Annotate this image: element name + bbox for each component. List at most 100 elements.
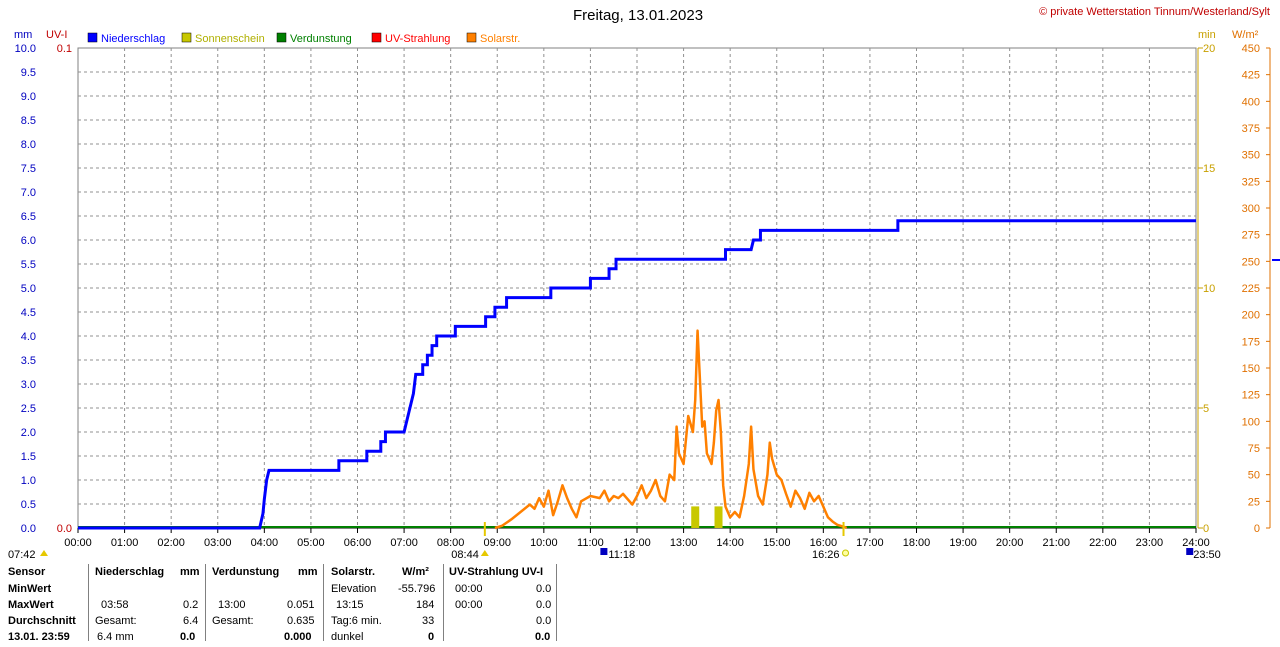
y-tick-label-mm: 2.5	[21, 403, 36, 415]
y-tick-label-uv: 0.0	[57, 523, 72, 535]
avg-n-label: Gesamt:	[95, 615, 137, 627]
col-sensor: Sensor	[8, 566, 46, 578]
table-divider	[323, 564, 324, 641]
legend-swatch	[276, 32, 287, 43]
stats-table: Sensor Niederschlag mm Verdunstung mm So…	[0, 562, 560, 643]
max-s-value: 184	[416, 599, 435, 611]
avg-uv-value: 0.0	[536, 615, 552, 627]
sunshine-bar	[714, 506, 723, 528]
col-niederschlag-unit: mm	[180, 566, 200, 578]
y-tick-label-wm2: 150	[1242, 363, 1260, 375]
y-tick-label-mm: 9.0	[21, 91, 36, 103]
col-verdunstung-unit: mm	[298, 566, 318, 578]
x-tick-label: 05:00	[297, 537, 325, 549]
y-tick-label-wm2: 250	[1242, 256, 1260, 268]
sum-v-value: 0.000	[284, 631, 312, 643]
max-s-time: 13:15	[336, 599, 364, 611]
y-tick-label-mm: 8.0	[21, 139, 36, 151]
y-tick-label-mm: 4.5	[21, 307, 36, 319]
y-tick-label-wm2: 450	[1242, 43, 1260, 55]
y-tick-label-wm2: 0	[1254, 523, 1260, 535]
sunset-label: 16:26	[812, 549, 840, 561]
copyright-text: © private Wetterstation Tinnum/Westerlan…	[1039, 6, 1270, 18]
row-label-min: MinWert	[8, 583, 52, 595]
y-tick-label-min: 20	[1203, 43, 1215, 55]
y-tick-label-wm2: 400	[1242, 96, 1260, 108]
sum-n-label: 6.4 mm	[97, 631, 134, 643]
y-tick-label-uv: 0.1	[57, 43, 72, 55]
y-tick-label-mm: 0.0	[21, 523, 36, 535]
x-tick-label: 18:00	[903, 537, 931, 549]
col-solar-unit: W/m²	[402, 566, 429, 578]
min-uv-time: 00:00	[455, 583, 483, 595]
x-tick-label: 17:00	[856, 537, 884, 549]
x-tick-label: 08:00	[437, 537, 465, 549]
table-divider	[88, 564, 89, 641]
max-v-value: 0.051	[287, 599, 315, 611]
col-solar: Solarstr.	[331, 566, 376, 578]
y-tick-label-mm: 8.5	[21, 115, 36, 127]
sum-s-value: 0	[428, 631, 435, 643]
x-tick-label: 06:00	[344, 537, 372, 549]
x-tick-label: 21:00	[1042, 537, 1070, 549]
left-unit-mm: mm	[14, 29, 32, 41]
y-tick-label-wm2: 125	[1242, 390, 1260, 402]
chart-axes: 10.0 9.5 9.0 8.5 8.0 7.5 7.0 6.5 6.0 5.5 5.0 4.5 4.0…	[15, 43, 1280, 549]
solar-noon-icon	[600, 548, 608, 555]
x-tick-label: 14:00	[716, 537, 744, 549]
y-tick-label-mm: 5.5	[21, 259, 36, 271]
legend-label: Niederschlag	[101, 33, 165, 45]
max-v-time: 13:00	[218, 599, 246, 611]
y-tick-label-min: 15	[1203, 163, 1215, 175]
sum-s-label: dunkel	[331, 631, 364, 643]
table-divider	[556, 564, 557, 641]
avg-v-label: Gesamt:	[212, 615, 254, 627]
x-tick-label: 07:00	[390, 537, 418, 549]
x-tick-label: 20:00	[996, 537, 1024, 549]
sunrise-label: 07:42	[8, 549, 36, 561]
y-tick-label-wm2: 275	[1242, 230, 1260, 242]
y-tick-label-wm2: 75	[1248, 443, 1260, 455]
chart-title: Freitag, 13.01.2023	[573, 7, 703, 24]
x-tick-label: 10:00	[530, 537, 558, 549]
chart-grid	[77, 47, 1197, 529]
sum-uv-value: 0.0	[535, 631, 551, 643]
y-tick-label-mm: 9.5	[21, 67, 36, 79]
x-tick-label: 02:00	[157, 537, 185, 549]
legend-swatch	[87, 32, 98, 43]
x-tick-label: 16:00	[810, 537, 838, 549]
sum-n-value: 0.0	[180, 631, 196, 643]
col-verdunstung: Verdunstung	[212, 566, 280, 578]
right-unit-wm2: W/m²	[1232, 29, 1259, 41]
solar-noon-label: 11:18	[608, 549, 635, 561]
y-tick-label-mm: 7.0	[21, 187, 36, 199]
legend-label: Sonnenschein	[195, 33, 265, 45]
x-tick-label: 11:00	[577, 537, 604, 549]
table-row-avg: Durchschnitt Gesamt: 6.4 Gesamt: 0.635 T…	[0, 615, 560, 631]
legend-label: Solarstr.	[480, 33, 520, 45]
y-tick-label-wm2: 50	[1248, 470, 1260, 482]
table-row-sum: 13.01. 23:59 6.4 mm 0.0 0.000 dunkel 0 0…	[0, 631, 560, 647]
col-uv: UV-Strahlung UV-I	[449, 566, 544, 578]
x-tick-label: 01:00	[111, 537, 139, 549]
chart-series	[78, 219, 1196, 530]
end-label: 23:50	[1193, 549, 1221, 561]
y-tick-label-wm2: 300	[1242, 203, 1260, 215]
max-n-time: 03:58	[101, 599, 129, 611]
x-tick-label: 15:00	[763, 537, 791, 549]
y-tick-label-mm: 3.5	[21, 355, 36, 367]
y-tick-label-min: 0	[1203, 523, 1209, 535]
x-tick-label: 04:00	[251, 537, 279, 549]
series-niederschlag	[78, 219, 1196, 530]
row-label-avg: Durchschnitt	[8, 615, 76, 627]
legend-swatch	[181, 32, 192, 43]
col-niederschlag: Niederschlag	[95, 566, 165, 578]
left-unit-uv: UV-I	[46, 29, 67, 41]
y-tick-label-wm2: 225	[1242, 283, 1260, 295]
y-tick-label-wm2: 325	[1242, 176, 1260, 188]
sunset-icon	[842, 549, 850, 557]
min-uv-value: 0.0	[536, 583, 552, 595]
legend-swatch	[371, 32, 382, 43]
y-tick-label-mm: 5.0	[21, 283, 36, 295]
x-tick-label: 23:00	[1136, 537, 1164, 549]
